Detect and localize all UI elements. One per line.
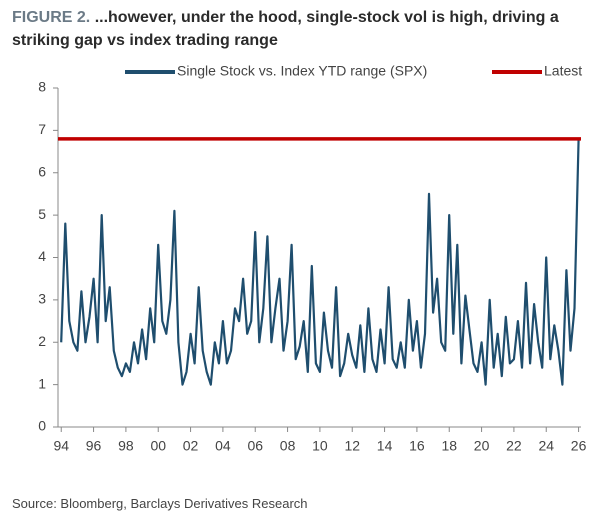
y-tick-label: 1 (38, 375, 46, 391)
x-tick-label: 94 (53, 438, 69, 454)
x-tick-label: 16 (409, 438, 425, 454)
y-tick-label: 7 (38, 121, 46, 137)
x-tick-label: 98 (118, 438, 134, 454)
x-tick-label: 20 (474, 438, 490, 454)
y-tick-label: 6 (38, 163, 46, 179)
y-tick-label: 5 (38, 206, 46, 222)
y-tick-label: 3 (38, 291, 46, 307)
figure-label: FIGURE 2. (12, 9, 91, 26)
chart-title: FIGURE 2. ...however, under the hood, si… (12, 6, 607, 52)
title-text: ...however, under the hood, single-stock… (12, 9, 559, 49)
x-tick-label: 22 (506, 438, 522, 454)
x-tick-label: 00 (150, 438, 166, 454)
x-tick-label: 96 (86, 438, 102, 454)
legend-label: Latest (544, 63, 582, 79)
legend-label: Single Stock vs. Index YTD range (SPX) (177, 63, 427, 79)
y-tick-label: 0 (38, 418, 46, 434)
x-tick-label: 26 (571, 438, 587, 454)
source-note: Source: Bloomberg, Barclays Derivatives … (12, 496, 308, 511)
x-tick-label: 06 (247, 438, 263, 454)
x-tick-label: 12 (344, 438, 360, 454)
x-tick-label: 18 (441, 438, 457, 454)
x-tick-label: 04 (215, 438, 231, 454)
x-tick-label: 24 (538, 438, 554, 454)
x-tick-label: 02 (183, 438, 199, 454)
y-tick-label: 2 (38, 333, 46, 349)
x-tick-label: 10 (312, 438, 328, 454)
y-tick-label: 4 (38, 248, 46, 264)
data-line (60, 138, 580, 386)
x-tick-label: 08 (280, 438, 296, 454)
x-tick-label: 14 (377, 438, 393, 454)
y-tick-label: 8 (38, 79, 46, 95)
